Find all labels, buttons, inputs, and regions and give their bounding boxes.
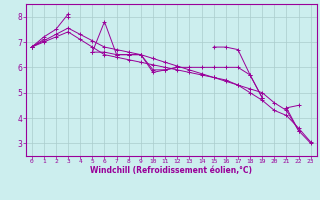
- X-axis label: Windchill (Refroidissement éolien,°C): Windchill (Refroidissement éolien,°C): [90, 166, 252, 175]
